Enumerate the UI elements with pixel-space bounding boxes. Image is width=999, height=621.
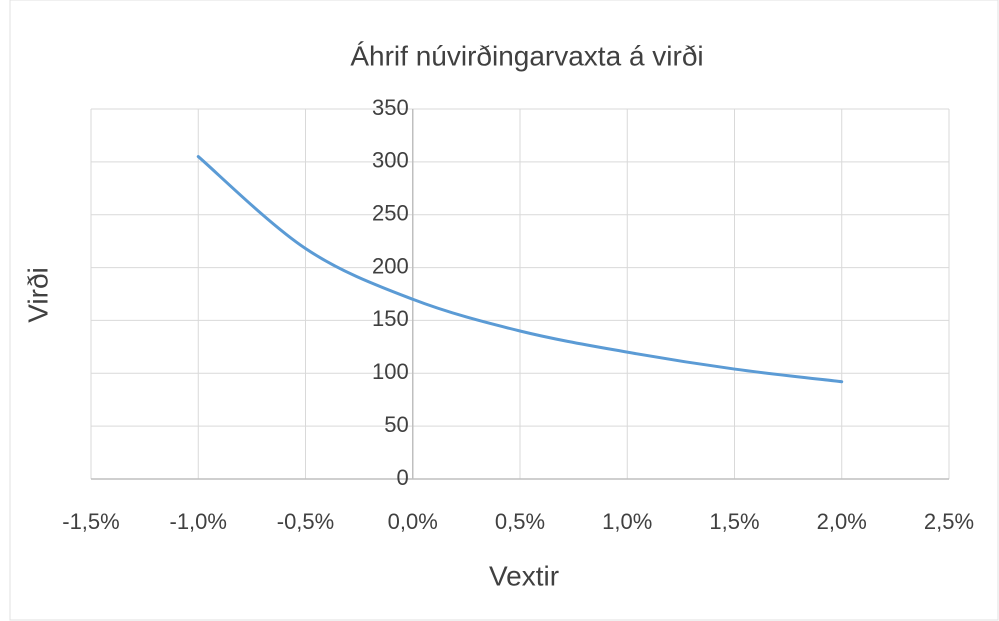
y-tick-label: 200 [372, 253, 409, 278]
data-line [196, 155, 844, 384]
x-tick-label: 0,5% [495, 509, 545, 534]
y-tick-label: 100 [372, 359, 409, 384]
x-tick-label: 1,5% [709, 509, 759, 534]
x-tick-label: -1,5% [62, 509, 119, 534]
y-tick-label: 50 [384, 412, 408, 437]
y-tick-label: 300 [372, 148, 409, 173]
y-axis-title: Virði [22, 267, 53, 323]
y-tick-label: 250 [372, 201, 409, 226]
y-tick-label: 350 [372, 95, 409, 120]
y-tick-label: 0 [397, 465, 409, 490]
x-tick-label: -1,0% [170, 509, 227, 534]
x-tick-label: 2,0% [817, 509, 867, 534]
x-axis-title: Vextir [489, 560, 559, 591]
y-tick-label: 150 [372, 306, 409, 331]
x-tick-label: 0,0% [388, 509, 438, 534]
x-tick-label: -0,5% [277, 509, 334, 534]
x-tick-label: 2,5% [924, 509, 974, 534]
chart-title: Áhrif núvirðingarvaxta á virði [350, 40, 703, 71]
chart-border [9, 0, 999, 621]
x-tick-label: 1,0% [602, 509, 652, 534]
